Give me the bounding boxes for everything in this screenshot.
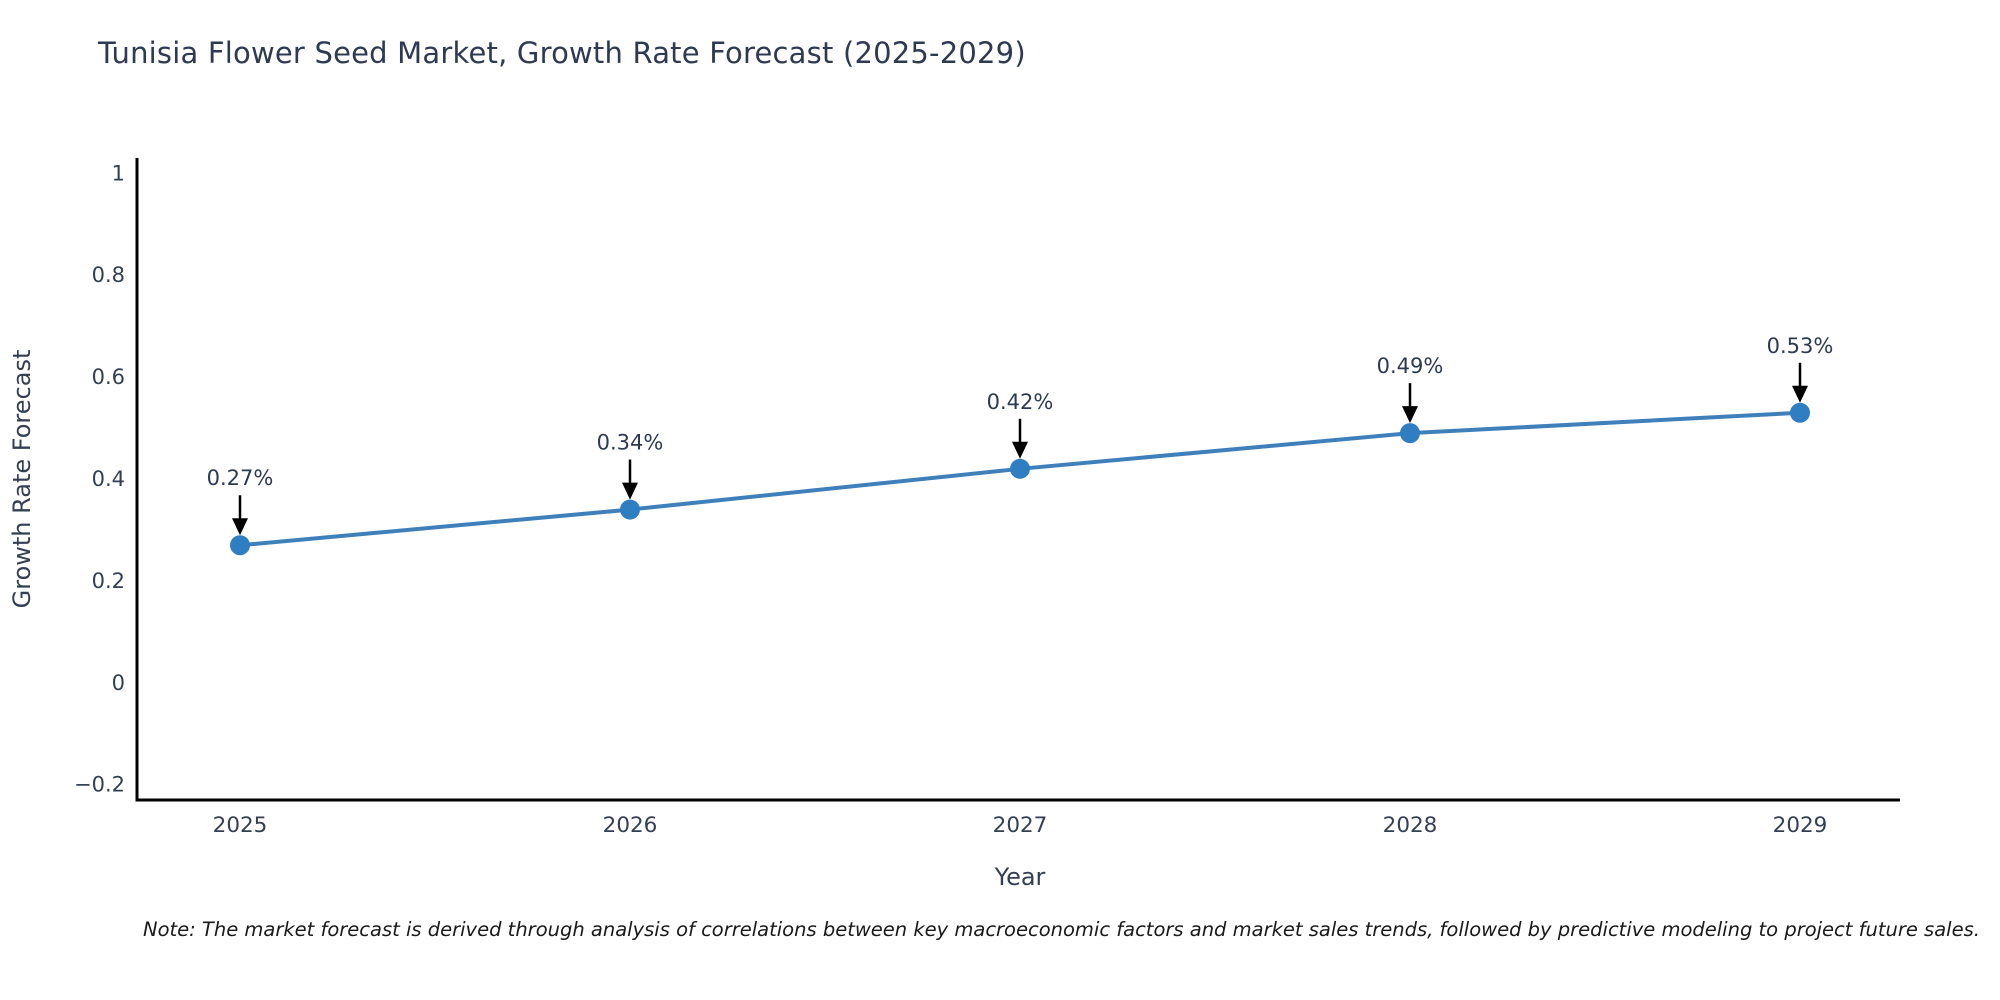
x-axis-title: Year (994, 863, 1046, 891)
data-point (1010, 458, 1030, 479)
x-tick-label: 2025 (213, 813, 268, 838)
data-point (230, 535, 250, 556)
annotation-arrow-head (1012, 441, 1028, 459)
y-axis-title: Growth Rate Forecast (8, 350, 36, 609)
data-point (1400, 423, 1420, 444)
point-value-label: 0.49% (1377, 354, 1444, 378)
chart-title: Tunisia Flower Seed Market, Growth Rate … (98, 36, 1026, 70)
y-tick-label: 0.2 (92, 569, 125, 593)
point-value-label: 0.53% (1767, 334, 1834, 358)
footnote: Note: The market forecast is derived thr… (143, 918, 1980, 941)
y-tick-label: 0.6 (92, 365, 125, 389)
data-point (1790, 402, 1810, 423)
y-tick-label: 0.8 (92, 263, 125, 287)
point-value-label: 0.27% (207, 466, 274, 490)
x-tick-label: 2027 (993, 813, 1048, 838)
x-tick-label: 2028 (1383, 813, 1438, 838)
annotation-arrow-head (1792, 385, 1808, 403)
y-tick-label: 0.4 (92, 467, 125, 491)
annotation-arrow-head (1402, 406, 1418, 424)
data-point (620, 499, 640, 520)
annotation-arrow-head (232, 518, 248, 536)
point-value-label: 0.42% (987, 390, 1054, 414)
point-value-label: 0.34% (597, 431, 664, 455)
y-tick-label: −0.2 (74, 773, 125, 797)
y-tick-label: 0 (112, 671, 125, 695)
x-tick-label: 2026 (603, 813, 658, 838)
y-tick-label: 1 (112, 161, 125, 185)
x-tick-label: 2029 (1773, 813, 1828, 838)
annotation-arrow-head (622, 482, 638, 500)
